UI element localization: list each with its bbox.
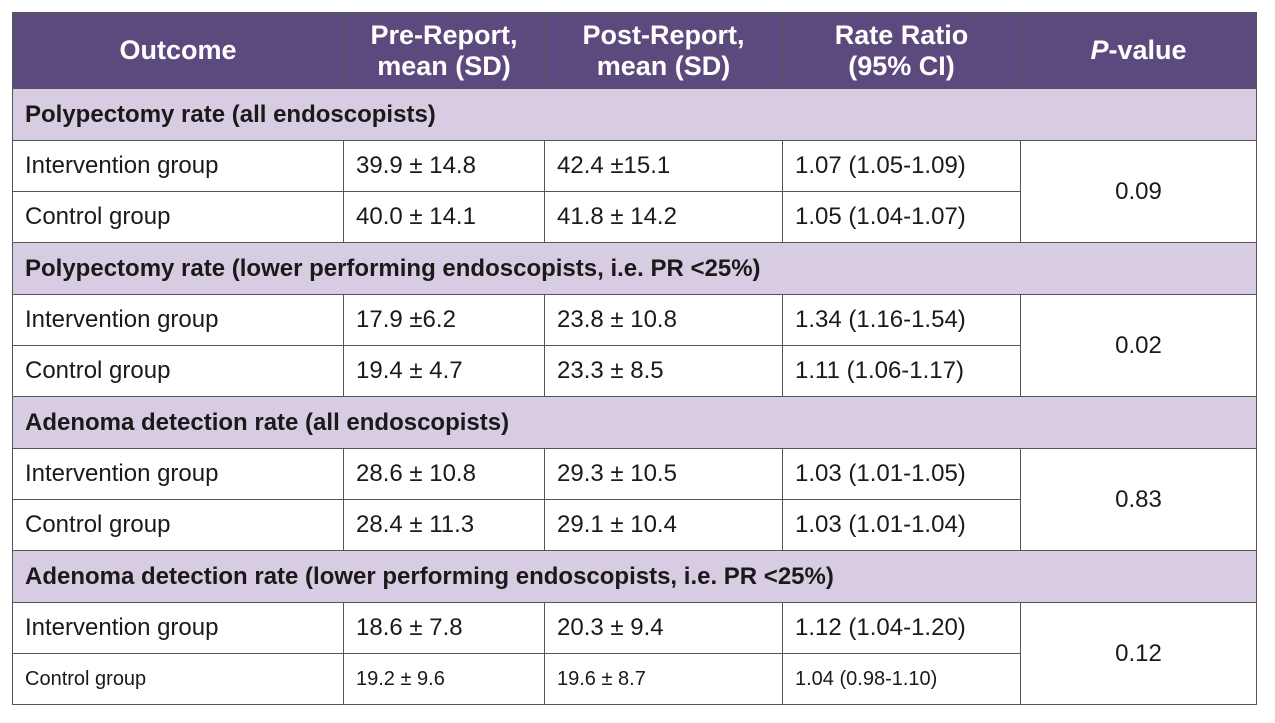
rate-ratio-cell: 1.07 (1.05-1.09) bbox=[782, 140, 1021, 192]
table-row: Intervention group 18.6 ± 7.8 20.3 ± 9.4… bbox=[12, 602, 1257, 705]
header-row: Outcome Pre-Report, mean (SD) Post-Repor… bbox=[12, 12, 1257, 89]
section-row: Adenoma detection rate (all endoscopists… bbox=[12, 396, 1257, 449]
header-post-report-line1: Post-Report, bbox=[582, 19, 745, 50]
header-p-value: P-value bbox=[1020, 12, 1257, 89]
rate-ratio-cell: 1.04 (0.98-1.10) bbox=[782, 653, 1021, 705]
table-row: Control group 40.0 ± 14.1 41.8 ± 14.2 1.… bbox=[12, 191, 1257, 243]
section-row: Polypectomy rate (all endoscopists) bbox=[12, 88, 1257, 141]
header-post-report: Post-Report, mean (SD) bbox=[544, 12, 783, 89]
results-table: Outcome Pre-Report, mean (SD) Post-Repor… bbox=[12, 12, 1257, 705]
p-value-cell: 0.09 bbox=[1020, 140, 1257, 243]
table-row: Intervention group 28.6 ± 10.8 29.3 ± 10… bbox=[12, 448, 1257, 551]
table-row: Intervention group 17.9 ±6.2 23.8 ± 10.8… bbox=[12, 294, 1257, 397]
section-title: Adenoma detection rate (all endoscopists… bbox=[12, 396, 1257, 449]
table-row: Control group 28.4 ± 11.3 29.1 ± 10.4 1.… bbox=[12, 499, 1257, 551]
post-report-cell: 29.3 ± 10.5 bbox=[544, 448, 783, 500]
rate-ratio-cell: 1.12 (1.04-1.20) bbox=[782, 602, 1021, 654]
header-p-value-rest: -value bbox=[1108, 35, 1187, 65]
table-row: Intervention group 39.9 ± 14.8 42.4 ±15.… bbox=[12, 140, 1257, 243]
post-report-cell: 42.4 ±15.1 bbox=[544, 140, 783, 192]
pre-report-cell: 40.0 ± 14.1 bbox=[343, 191, 545, 243]
header-outcome: Outcome bbox=[12, 12, 344, 89]
rate-ratio-cell: 1.03 (1.01-1.05) bbox=[782, 448, 1021, 500]
table-header: Outcome Pre-Report, mean (SD) Post-Repor… bbox=[12, 12, 1257, 89]
header-pre-report-line1: Pre-Report, bbox=[370, 19, 518, 50]
rate-ratio-cell: 1.05 (1.04-1.07) bbox=[782, 191, 1021, 243]
section-row: Adenoma detection rate (lower performing… bbox=[12, 550, 1257, 603]
pre-report-cell: 19.2 ± 9.6 bbox=[343, 653, 545, 705]
group-cell: Control group bbox=[12, 191, 344, 243]
header-post-report-line2: mean (SD) bbox=[596, 50, 731, 81]
table-body: Polypectomy rate (all endoscopists) Inte… bbox=[12, 88, 1257, 705]
header-pre-report: Pre-Report, mean (SD) bbox=[343, 12, 545, 89]
group-cell: Control group bbox=[12, 499, 344, 551]
group-cell: Intervention group bbox=[12, 448, 344, 500]
section-title: Adenoma detection rate (lower performing… bbox=[12, 550, 1257, 603]
group-cell: Control group bbox=[12, 345, 344, 397]
post-report-cell: 20.3 ± 9.4 bbox=[544, 602, 783, 654]
pre-report-cell: 28.4 ± 11.3 bbox=[343, 499, 545, 551]
header-rate-ratio-line2: (95% CI) bbox=[848, 50, 955, 81]
pre-report-cell: 19.4 ± 4.7 bbox=[343, 345, 545, 397]
rate-ratio-cell: 1.34 (1.16-1.54) bbox=[782, 294, 1021, 346]
section-row: Polypectomy rate (lower performing endos… bbox=[12, 242, 1257, 295]
post-report-cell: 41.8 ± 14.2 bbox=[544, 191, 783, 243]
section-title: Polypectomy rate (all endoscopists) bbox=[12, 88, 1257, 141]
pre-report-cell: 39.9 ± 14.8 bbox=[343, 140, 545, 192]
p-value-cell: 0.02 bbox=[1020, 294, 1257, 397]
header-rate-ratio-line1: Rate Ratio bbox=[834, 19, 969, 50]
header-p-value-italic: P bbox=[1090, 35, 1109, 65]
rate-ratio-cell: 1.11 (1.06-1.17) bbox=[782, 345, 1021, 397]
group-cell: Intervention group bbox=[12, 140, 344, 192]
group-cell: Intervention group bbox=[12, 602, 344, 654]
post-report-cell: 19.6 ± 8.7 bbox=[544, 653, 783, 705]
section-title: Polypectomy rate (lower performing endos… bbox=[12, 242, 1257, 295]
group-cell: Intervention group bbox=[12, 294, 344, 346]
table-row: Control group 19.4 ± 4.7 23.3 ± 8.5 1.11… bbox=[12, 345, 1257, 397]
post-report-cell: 29.1 ± 10.4 bbox=[544, 499, 783, 551]
post-report-cell: 23.8 ± 10.8 bbox=[544, 294, 783, 346]
p-value-cell: 0.83 bbox=[1020, 448, 1257, 551]
header-rate-ratio: Rate Ratio (95% CI) bbox=[782, 12, 1021, 89]
group-cell: Control group bbox=[12, 653, 344, 705]
rate-ratio-cell: 1.03 (1.01-1.04) bbox=[782, 499, 1021, 551]
table-row: Control group 19.2 ± 9.6 19.6 ± 8.7 1.04… bbox=[12, 653, 1257, 705]
pre-report-cell: 28.6 ± 10.8 bbox=[343, 448, 545, 500]
p-value-cell: 0.12 bbox=[1020, 602, 1257, 705]
pre-report-cell: 18.6 ± 7.8 bbox=[343, 602, 545, 654]
pre-report-cell: 17.9 ±6.2 bbox=[343, 294, 545, 346]
post-report-cell: 23.3 ± 8.5 bbox=[544, 345, 783, 397]
header-pre-report-line2: mean (SD) bbox=[377, 50, 511, 81]
